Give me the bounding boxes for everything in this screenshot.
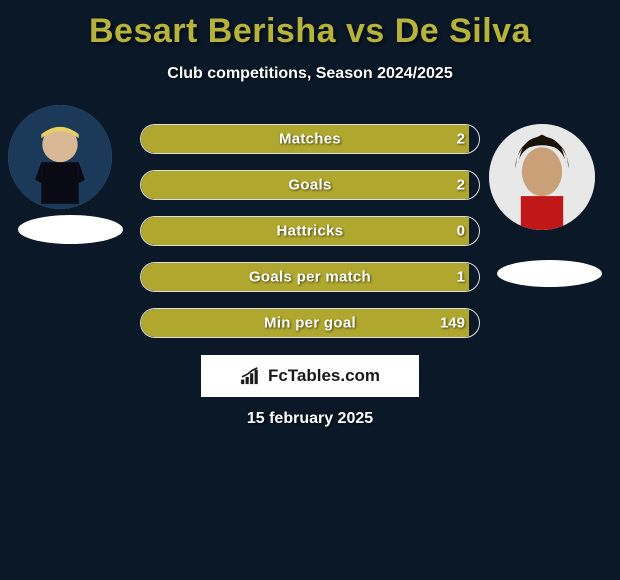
bar-value: 1 [457, 269, 465, 286]
brand-badge: FcTables.com [201, 355, 419, 397]
bar-label: Min per goal [141, 315, 479, 332]
player-right-avatar [489, 124, 595, 230]
stat-bar: Goals per match 1 [140, 262, 480, 292]
stat-bar: Hattricks 0 [140, 216, 480, 246]
avatar-placeholder-icon [489, 124, 595, 230]
team-badge-left [18, 215, 123, 244]
bar-value: 2 [457, 177, 465, 194]
bar-label: Goals per match [141, 269, 479, 286]
bar-label: Matches [141, 131, 479, 148]
bar-value: 149 [440, 315, 465, 332]
stat-bar: Min per goal 149 [140, 308, 480, 338]
player-left-avatar [8, 105, 112, 209]
team-badge-right [497, 260, 602, 287]
bar-value: 0 [457, 223, 465, 240]
stats-bars: Matches 2 Goals 2 Hattricks 0 Goals per … [140, 124, 480, 354]
subtitle: Club competitions, Season 2024/2025 [0, 65, 620, 83]
bar-label: Hattricks [141, 223, 479, 240]
avatar-placeholder-icon [8, 105, 112, 209]
bar-label: Goals [141, 177, 479, 194]
date-text: 15 february 2025 [0, 410, 620, 428]
stat-bar: Matches 2 [140, 124, 480, 154]
bar-value: 2 [457, 131, 465, 148]
bar-chart-icon [240, 367, 262, 385]
stat-bar: Goals 2 [140, 170, 480, 200]
brand-text: FcTables.com [268, 366, 380, 386]
page-title: Besart Berisha vs De Silva [0, 0, 620, 51]
